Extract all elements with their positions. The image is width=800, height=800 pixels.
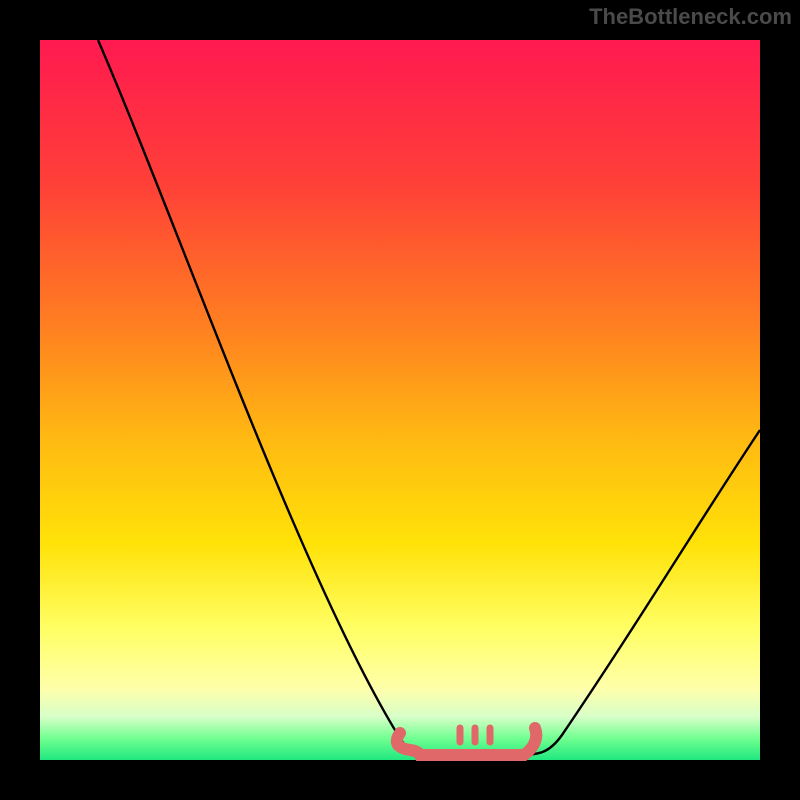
chart-container: TheBottleneck.com — [0, 0, 800, 800]
gradient-plot-area — [40, 40, 760, 760]
watermark-label: TheBottleneck.com — [589, 4, 792, 30]
bottleneck-chart — [0, 0, 800, 800]
